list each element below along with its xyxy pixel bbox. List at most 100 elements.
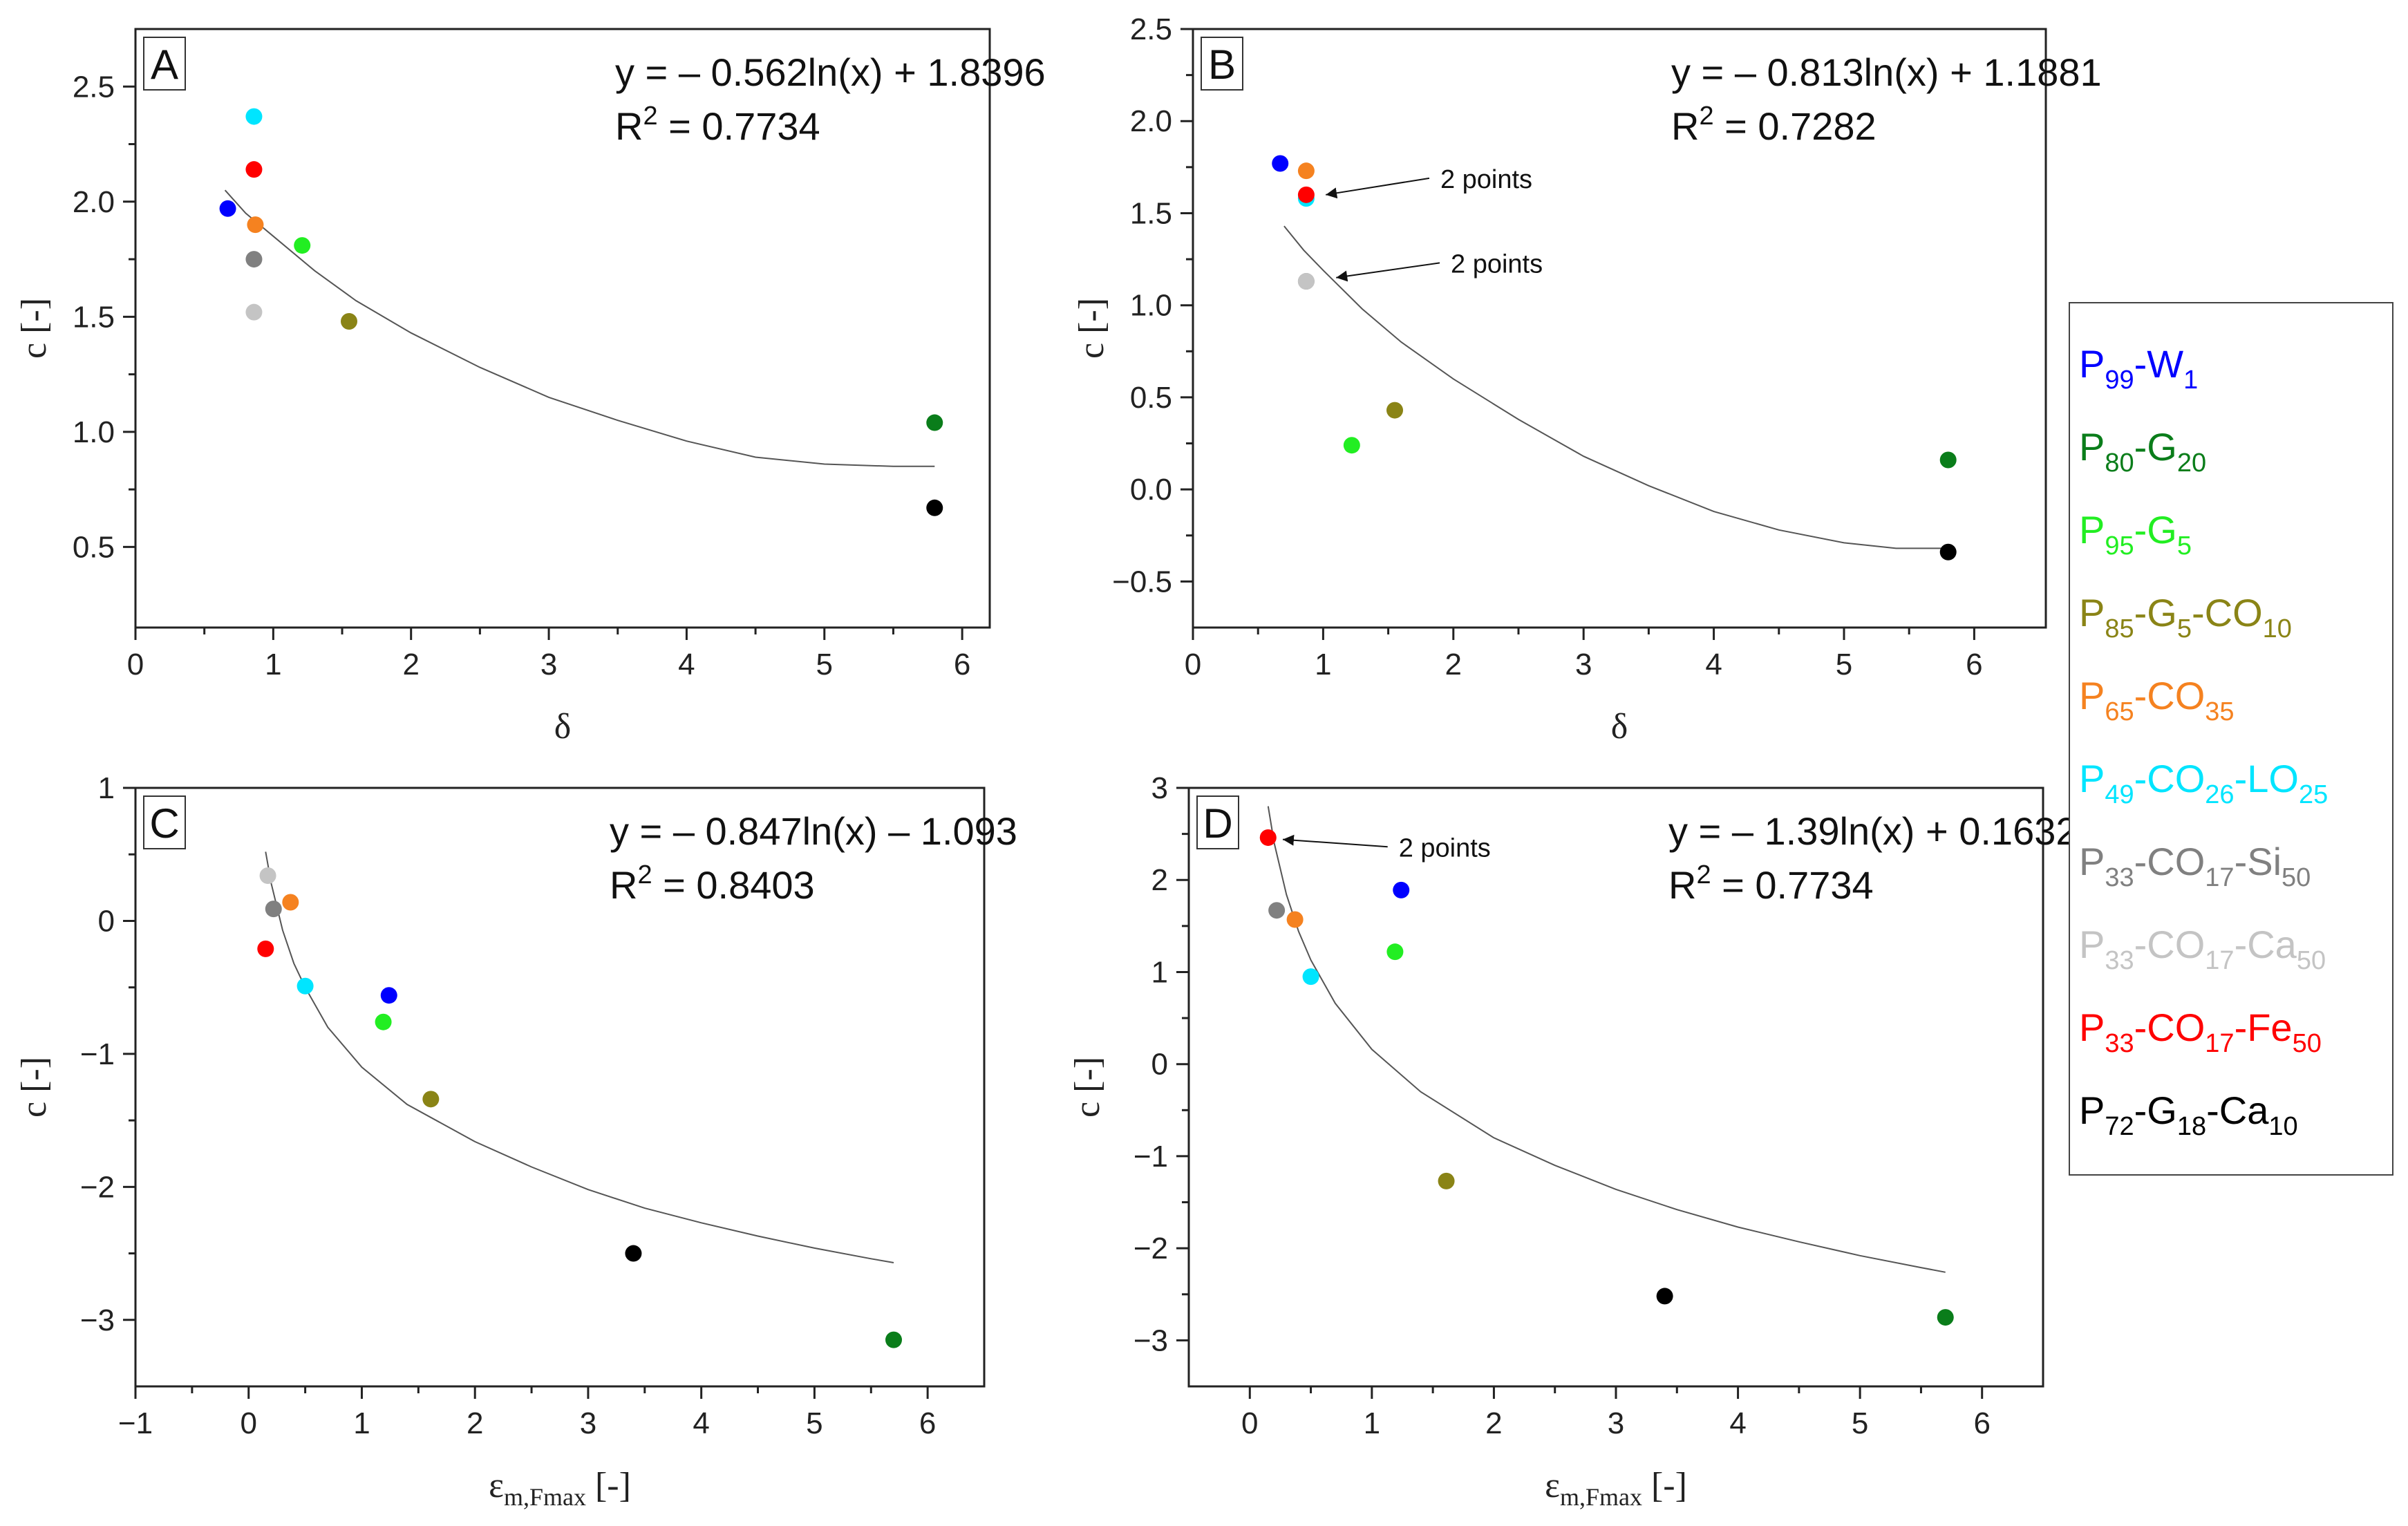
y-tick-label-b: 2.5 [1130,12,1172,46]
point-d-p33co17fe50 [1259,829,1277,846]
y-tick-label-a: 0.5 [73,530,115,564]
point-c-p95g5 [375,1013,392,1030]
panel-letter-d: D [1203,800,1232,847]
panel-b: 0 1 2 3 4 5 6 −0.5 0.0 0.5 1.0 1.5 2.0 2.5 δ c [-] B y = … [1072,12,2102,746]
legend-entry-p72g18ca10: P72-G18-Ca10 [2079,1089,2298,1141]
x-tick-label-a: 6 [954,648,970,681]
y-tick-label-b: 1.0 [1130,289,1172,323]
equation-b: y = – 0.813ln(x) + 1.1881 [1671,50,2102,94]
x-axis-title-c: εm,Fmax [-] [489,1466,631,1511]
y-tick-label-d: 2 [1151,863,1168,897]
x-tick-label-a: 5 [816,648,833,681]
point-a-p33co17si50 [245,251,263,268]
point-b-p85g5co10 [1386,402,1404,419]
panel-letter-a: A [151,41,178,88]
r-squared-a: R2 = 0.7734 [615,102,820,148]
plot-frame-c [134,786,986,1388]
point-d-p99w1 [1393,881,1410,898]
x-tick-label-d: 4 [1729,1406,1746,1440]
point-a-p33co17fe50 [245,161,263,178]
trend-line-a [224,189,935,467]
legend-entry-p33co17ca50: P33-CO17-Ca50 [2079,923,2326,975]
x-tick-label-a: 3 [540,648,557,681]
point-d-p65co35 [1286,911,1304,928]
x-tick-label-c: 4 [693,1406,709,1440]
y-tick-label-a: 2.5 [73,70,115,104]
y-axis-title-a: c [-] [15,298,54,359]
x-tick-label-b: 4 [1705,648,1722,681]
panel-a: 0 1 2 3 4 5 6 0.5 1.0 1.5 2.0 2.5 δ c [-] A y = – 0.562… [15,28,1046,746]
panel-d: 0 1 2 3 4 5 6 −3 −2 −1 0 1 2 3 εm,Fmax [-] c [-] D y = – … [1068,771,2078,1511]
legend-entry-p33co17fe50: P33-CO17-Fe50 [2079,1006,2322,1058]
plot-frame-a [134,28,991,629]
point-b-p33co17ca50 [1297,273,1315,290]
point-d-p80g20 [1937,1309,1954,1326]
x-tick-label-b: 5 [1836,648,1852,681]
y-tick-label-c: −3 [80,1303,115,1337]
y-tick-label-a: 1.5 [73,300,115,334]
point-d-p72g18ca10 [1656,1288,1673,1305]
y-tick-label-b: 0.0 [1130,473,1172,507]
y-tick-label-c: −1 [80,1037,115,1071]
y-tick-label-c: 0 [98,904,115,938]
point-b-p65co35 [1297,162,1315,180]
y-tick-label-a: 1.0 [73,415,115,449]
y-tick-label-b: 0.5 [1130,381,1172,415]
equation-a: y = – 0.562ln(x) + 1.8396 [615,50,1046,94]
annotation-b-1: 2 points [1451,249,1543,279]
x-tick-label-d: 0 [1241,1406,1258,1440]
point-a-p65co35 [247,216,264,234]
x-axis-title-b: δ [1611,707,1628,746]
point-d-p85g5co10 [1438,1172,1455,1189]
y-tick-label-d: −1 [1134,1140,1168,1174]
plot-frame-d [1187,786,2044,1388]
x-tick-label-b: 6 [1966,648,1982,681]
y-tick-label-b: −0.5 [1112,565,1172,599]
x-tick-label-b: 3 [1575,648,1592,681]
point-b-p80g20 [1939,451,1957,469]
legend-box [2069,302,2393,1176]
x-tick-label-c: 1 [353,1406,370,1440]
legend-entry-p65co35: P65-CO35 [2079,674,2235,726]
point-a-p95g5 [294,237,311,254]
panel-letter-box-d [1196,795,1239,849]
y-tick-label-d: 0 [1151,1048,1168,1082]
y-axis-title-c: c [-] [15,1057,54,1118]
x-tick-label-c: 6 [919,1406,936,1440]
y-tick-label-d: −3 [1134,1324,1168,1357]
x-tick-label-b: 0 [1185,648,1201,681]
annotation-arrow-b-0 [1326,177,1430,199]
equation-c: y = – 0.847ln(x) – 1.093 [610,809,1017,853]
x-tick-label-b: 2 [1445,648,1462,681]
plot-frame-b [1192,28,2047,629]
point-c-p99w1 [380,987,397,1004]
x-tick-label-a: 2 [402,648,419,681]
point-b-p99w1 [1272,155,1289,172]
x-tick-label-a: 4 [678,648,695,681]
y-tick-label-b: 1.5 [1130,196,1172,230]
legend-entry-p33co17si50: P33-CO17-Si50 [2079,840,2311,892]
point-d-p49co26lo25 [1302,968,1319,986]
point-d-p95g5 [1386,943,1404,961]
point-c-p33co17fe50 [257,940,274,957]
y-tick-label-a: 2.0 [73,185,115,219]
x-tick-label-c: 2 [467,1406,483,1440]
r-squared-c: R2 = 0.8403 [610,860,815,907]
y-axis-title-d: c [-] [1068,1057,1107,1118]
annotation-d-0: 2 points [1399,833,1491,863]
point-c-p72g18ca10 [625,1245,642,1262]
legend-entry-p85g5co10: P85-G5-CO10 [2079,591,2292,643]
point-c-p49co26lo25 [297,977,314,995]
x-tick-label-d: 5 [1852,1406,1868,1440]
panel-c: −1 0 1 2 3 4 5 6 −3 −2 −1 0 1 εm,Fmax [-] c [-] C y = – … [15,771,1017,1511]
y-tick-label-d: 1 [1151,955,1168,989]
x-tick-label-c: 0 [240,1406,256,1440]
r-squared-d: R2 = 0.7734 [1668,860,1874,907]
y-tick-label-b: 2.0 [1130,104,1172,138]
point-d-p33co17si50 [1268,902,1286,919]
legend-entry-p99w1: P99-W1 [2079,342,2198,395]
point-b-p33co17fe50 [1297,186,1315,203]
r-squared-b: R2 = 0.7282 [1671,102,1876,148]
legend: P99-W1 P80-G20 P95-G5 P85-G5-CO10 P65-CO35 P4… [2069,302,2393,1176]
